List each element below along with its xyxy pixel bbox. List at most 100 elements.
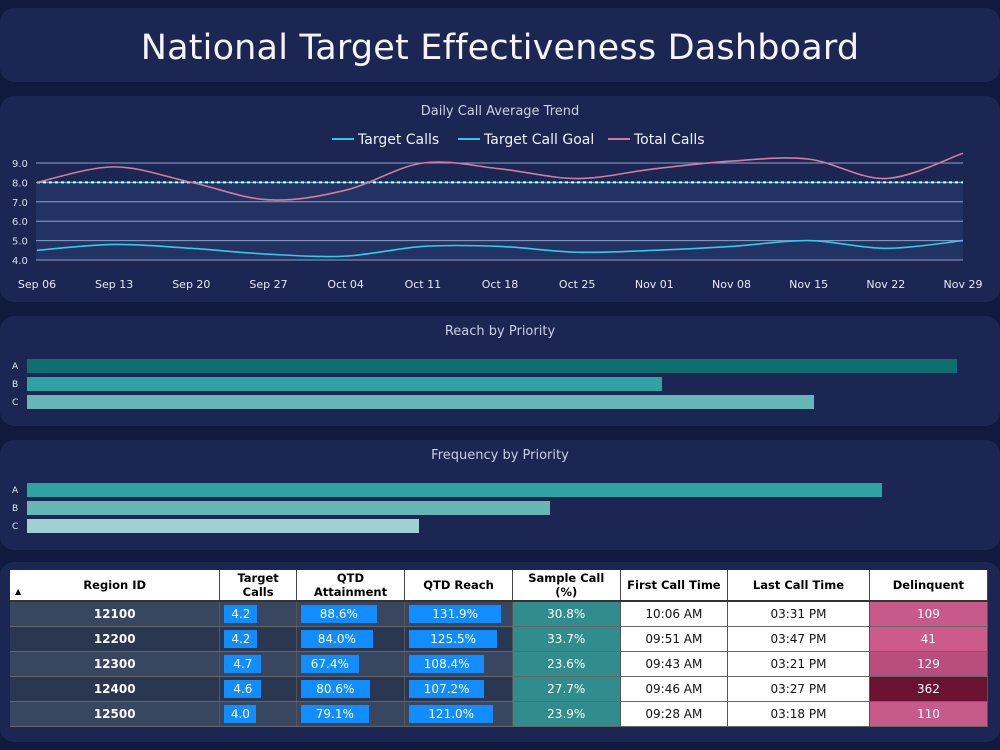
qtd-reach-cell: 107.2% bbox=[404, 676, 513, 702]
series-line-target-calls[interactable] bbox=[36, 239, 964, 258]
page-title: National Target Effectiveness Dashboard bbox=[140, 28, 860, 68]
header-last-call-time[interactable]: Last Call Time bbox=[727, 570, 870, 602]
category-label: A bbox=[12, 486, 19, 496]
x-tick-label: Oct 04 bbox=[327, 278, 364, 291]
delinquent-cell: 109 bbox=[869, 601, 989, 627]
y-tick-label: 8.0 bbox=[12, 178, 28, 189]
y-tick-label: 9.0 bbox=[12, 159, 28, 170]
region-id-cell: 12100 bbox=[10, 601, 221, 627]
first-call-time-cell: 09:28 AM bbox=[620, 701, 729, 727]
data-bar: 79.1% bbox=[300, 705, 369, 723]
data-bar: 121.0% bbox=[409, 705, 494, 723]
legend-label[interactable]: Total Calls bbox=[633, 132, 705, 148]
bar-a[interactable] bbox=[27, 483, 882, 497]
qtd-reach-cell: 108.4% bbox=[404, 651, 513, 677]
x-tick-label: Sep 13 bbox=[95, 278, 133, 291]
table-row[interactable]: 12400 4.6 80.6% 107.2% 27.7% 09:46 AM 03:27 PM… bbox=[10, 676, 989, 702]
target-calls-cell: 4.2 bbox=[219, 601, 297, 627]
header-sample-call[interactable]: Sample Call (%) bbox=[512, 570, 621, 602]
delinquent-cell: 41 bbox=[869, 626, 989, 652]
category-label: C bbox=[12, 522, 18, 532]
x-tick-label: Sep 27 bbox=[249, 278, 287, 291]
header-delinquent[interactable]: Delinquent bbox=[869, 570, 989, 602]
legend-label[interactable]: Target Call Goal bbox=[483, 132, 594, 148]
sample-call-cell: 33.7% bbox=[512, 626, 621, 652]
bar-chart-title: Frequency by Priority bbox=[431, 448, 569, 463]
title-panel: National Target Effectiveness Dashboard bbox=[0, 8, 1000, 82]
category-label: A bbox=[12, 362, 19, 372]
x-tick-label: Oct 25 bbox=[559, 278, 596, 291]
data-bar: 67.4% bbox=[300, 655, 359, 673]
x-tick-label: Nov 29 bbox=[944, 278, 983, 291]
sample-call-cell: 23.9% bbox=[512, 701, 621, 727]
region-table-panel: Region ID ▲ Target Calls QTD Attainment Q… bbox=[0, 562, 1000, 742]
bar-b[interactable] bbox=[27, 377, 662, 391]
header-first-call-time[interactable]: First Call Time bbox=[620, 570, 729, 602]
bar-a[interactable] bbox=[27, 359, 957, 373]
qtd-reach-cell: 131.9% bbox=[404, 601, 513, 627]
sample-call-cell: 30.8% bbox=[512, 601, 621, 627]
y-tick-label: 7.0 bbox=[12, 198, 28, 209]
frequency-chart[interactable]: Frequency by Priority ABC bbox=[0, 440, 1000, 550]
data-bar: 88.6% bbox=[300, 605, 377, 623]
series-line-total-calls[interactable] bbox=[36, 152, 964, 201]
reach-chart[interactable]: Reach by Priority ABC bbox=[0, 316, 1000, 426]
header-region-id[interactable]: Region ID ▲ bbox=[10, 570, 221, 602]
data-bar: 4.7 bbox=[224, 655, 262, 673]
data-bar: 80.6% bbox=[300, 680, 370, 698]
category-label: B bbox=[12, 504, 18, 514]
table-row[interactable]: 12500 4.0 79.1% 121.0% 23.9% 09:28 AM 03:18 PM… bbox=[10, 701, 989, 727]
data-bar: 4.0 bbox=[224, 705, 257, 723]
qtd-attainment-cell: 80.6% bbox=[296, 676, 406, 702]
data-bar: 4.6 bbox=[224, 680, 262, 698]
first-call-time-cell: 10:06 AM bbox=[620, 601, 729, 627]
x-tick-label: Nov 08 bbox=[712, 278, 751, 291]
qtd-attainment-cell: 79.1% bbox=[296, 701, 406, 727]
header-label: Region ID bbox=[83, 578, 147, 592]
target-calls-cell: 4.0 bbox=[219, 701, 297, 727]
y-tick-label: 4.0 bbox=[12, 256, 28, 267]
frequency-chart-panel: Frequency by Priority A B C bbox=[0, 440, 1000, 550]
last-call-time-cell: 03:47 PM bbox=[727, 626, 870, 652]
legend-label[interactable]: Target Calls bbox=[357, 132, 439, 148]
header-qtd-reach[interactable]: QTD Reach bbox=[404, 570, 513, 602]
first-call-time-cell: 09:43 AM bbox=[620, 651, 729, 677]
category-label: B bbox=[12, 380, 18, 390]
bar-c[interactable] bbox=[27, 519, 419, 533]
x-tick-label: Oct 11 bbox=[405, 278, 442, 291]
last-call-time-cell: 03:21 PM bbox=[727, 651, 870, 677]
region-id-cell: 12400 bbox=[10, 676, 221, 702]
delinquent-cell: 129 bbox=[869, 651, 989, 677]
category-label: C bbox=[12, 398, 18, 408]
table-header-row: Region ID ▲ Target Calls QTD Attainment Q… bbox=[10, 570, 989, 602]
bar-b[interactable] bbox=[27, 501, 550, 515]
header-target-calls[interactable]: Target Calls bbox=[219, 570, 297, 602]
bar-chart-title: Reach by Priority bbox=[445, 324, 556, 339]
table-row[interactable]: 12100 4.2 88.6% 131.9% 30.8% 10:06 AM 03:31 PM… bbox=[10, 601, 989, 627]
header-qtd-attainment[interactable]: QTD Attainment bbox=[296, 570, 406, 602]
trend-chart-title: Daily Call Average Trend bbox=[421, 104, 580, 119]
table-row[interactable]: 12300 4.7 67.4% 108.4% 23.6% 09:43 AM 03:21 PM… bbox=[10, 651, 989, 677]
delinquent-cell: 110 bbox=[869, 701, 989, 727]
bar-c[interactable] bbox=[27, 395, 814, 409]
x-tick-label: Oct 18 bbox=[482, 278, 519, 291]
x-tick-label: Nov 22 bbox=[866, 278, 905, 291]
y-tick-label: 6.0 bbox=[12, 217, 28, 228]
data-bar: 131.9% bbox=[409, 605, 502, 623]
region-id-cell: 12300 bbox=[10, 651, 221, 677]
table-row[interactable]: 12200 4.2 84.0% 125.5% 33.7% 09:51 AM 03:47 PM… bbox=[10, 626, 989, 652]
qtd-attainment-cell: 67.4% bbox=[296, 651, 406, 677]
last-call-time-cell: 03:18 PM bbox=[727, 701, 870, 727]
reach-chart-panel: Reach by Priority A B C bbox=[0, 316, 1000, 426]
x-tick-label: Nov 15 bbox=[789, 278, 828, 291]
y-tick-label: 5.0 bbox=[12, 237, 28, 248]
qtd-reach-cell: 125.5% bbox=[404, 626, 513, 652]
sort-ascending-icon[interactable]: ▲ bbox=[15, 587, 22, 596]
sample-call-cell: 23.6% bbox=[512, 651, 621, 677]
target-calls-cell: 4.6 bbox=[219, 676, 297, 702]
qtd-attainment-cell: 84.0% bbox=[296, 626, 406, 652]
target-calls-cell: 4.7 bbox=[219, 651, 297, 677]
first-call-time-cell: 09:51 AM bbox=[620, 626, 729, 652]
trend-legend: Target Calls Target Call Goal Total Calls bbox=[332, 132, 705, 148]
